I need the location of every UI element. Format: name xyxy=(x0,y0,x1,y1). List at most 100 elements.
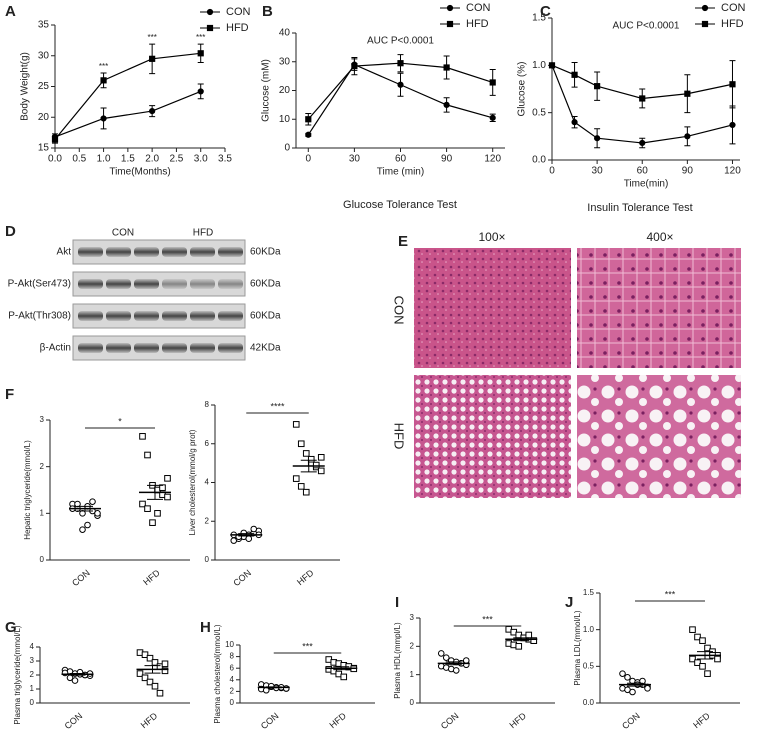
size-label: 42KDa xyxy=(250,343,281,354)
y-tick-label: 1.5 xyxy=(583,588,595,597)
marker xyxy=(699,663,706,670)
x-axis-label: Time(Months) xyxy=(109,167,170,178)
x-tick-label: 3.0 xyxy=(194,154,208,165)
marker xyxy=(689,655,696,663)
annotation: AUC P<0.0001 xyxy=(367,36,434,47)
y-tick-label: 10 xyxy=(279,114,291,125)
marker xyxy=(206,24,214,32)
y-tick-label: 1.0 xyxy=(532,60,546,71)
y-tick-label: 25 xyxy=(38,81,50,92)
marker xyxy=(684,90,691,97)
x-tick-label: 30 xyxy=(592,166,604,177)
marker xyxy=(197,50,204,57)
y-tick-label: 30 xyxy=(38,50,50,61)
marker xyxy=(297,440,305,448)
marker xyxy=(619,670,626,677)
sem-bar xyxy=(77,505,93,512)
x-tick-label: HFD xyxy=(295,567,316,587)
blot-band xyxy=(78,311,103,321)
marker xyxy=(245,535,253,542)
marker xyxy=(624,674,631,681)
significance: *** xyxy=(665,589,676,599)
legend-label: HFD xyxy=(466,18,489,30)
blot-band xyxy=(218,247,243,257)
x-tick-label: HFD xyxy=(327,710,348,729)
sem-bar xyxy=(697,651,713,660)
marker xyxy=(156,689,164,697)
column-label: 100× xyxy=(478,230,505,244)
marker xyxy=(548,62,556,69)
y-tick-label: 20 xyxy=(279,85,291,96)
series-line xyxy=(54,90,201,138)
sem-bar xyxy=(300,459,317,473)
x-tick-label: 0 xyxy=(306,154,312,165)
marker xyxy=(149,519,156,526)
panel-letter: B xyxy=(262,3,273,20)
y-tick-label: 1 xyxy=(410,670,415,679)
significance: *** xyxy=(147,33,156,42)
x-tick-label: 120 xyxy=(724,166,741,177)
y-axis-label: Plasma LDL(mmol/L) xyxy=(573,610,582,685)
series-line xyxy=(551,65,733,144)
marker xyxy=(525,631,533,639)
panel-letter: C xyxy=(540,3,551,20)
x-tick-label: 1.0 xyxy=(97,154,111,165)
significance: *** xyxy=(482,614,493,624)
marker xyxy=(351,62,358,70)
y-axis-label: Liver cholesterol(mmol/g prot) xyxy=(188,429,197,535)
x-tick-label: 0 xyxy=(549,166,555,177)
marker xyxy=(79,526,86,533)
marker xyxy=(305,116,312,123)
y-tick-label: 0.0 xyxy=(532,155,546,166)
row-label: CON xyxy=(392,296,407,325)
y-tick-label: 4 xyxy=(230,675,235,684)
y-axis-label: Plasma cholesterol(mmol/L) xyxy=(213,624,222,723)
marker xyxy=(84,521,91,529)
sem-bar xyxy=(147,484,163,500)
marker xyxy=(699,637,706,644)
marker xyxy=(51,136,59,143)
row-label: Akt xyxy=(57,247,72,258)
marker xyxy=(397,81,404,88)
marker xyxy=(594,83,601,90)
y-tick-label: 1 xyxy=(40,508,45,517)
significance: * xyxy=(118,416,122,426)
blot-band xyxy=(78,343,103,353)
blot-band xyxy=(78,279,103,289)
marker xyxy=(149,55,156,62)
marker xyxy=(100,115,107,122)
x-axis-label: Time (min) xyxy=(377,167,424,178)
marker xyxy=(302,488,310,496)
marker xyxy=(312,461,320,469)
y-tick-label: 0 xyxy=(284,143,290,154)
y-tick-label: 0 xyxy=(40,555,45,564)
sem-bar xyxy=(627,682,643,687)
size-label: 60KDa xyxy=(250,311,281,322)
blot-band xyxy=(134,247,159,257)
group-label: HFD xyxy=(193,228,214,239)
panel-letter: G xyxy=(5,619,17,636)
row-label: HFD xyxy=(392,423,407,450)
marker xyxy=(704,644,711,652)
legend-label: CON xyxy=(466,2,491,14)
x-tick-label: CON xyxy=(70,568,92,589)
marker xyxy=(340,673,348,681)
histology: E 100× 400× CON HFD xyxy=(392,230,741,498)
size-label: 60KDa xyxy=(250,279,281,290)
sem-bar xyxy=(265,686,282,689)
marker xyxy=(442,654,450,661)
y-tick-label: 20 xyxy=(38,112,50,123)
x-tick-label: 90 xyxy=(682,166,694,177)
y-tick-label: 3 xyxy=(30,656,35,665)
y-tick-label: 2 xyxy=(30,670,35,679)
caption: Insulin Tolerance Test xyxy=(587,202,692,214)
marker xyxy=(139,433,146,440)
x-tick-label: 120 xyxy=(484,154,501,165)
marker xyxy=(689,626,696,633)
y-tick-label: 4 xyxy=(205,478,210,487)
y-tick-label: 0 xyxy=(230,698,235,707)
axis xyxy=(49,420,190,561)
blot-band xyxy=(218,343,243,353)
marker xyxy=(302,450,310,457)
